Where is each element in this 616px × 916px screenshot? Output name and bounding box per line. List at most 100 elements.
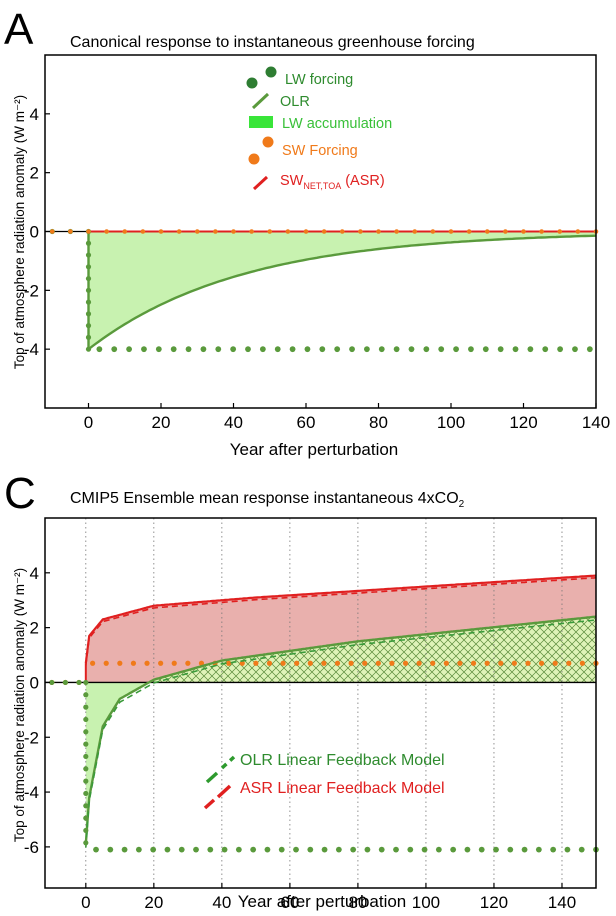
sw-forcing-dot <box>416 660 422 666</box>
sw-forcing-dot <box>376 229 381 234</box>
sw-forcing-dot <box>511 660 517 666</box>
y-tick-label: 2 <box>30 619 39 638</box>
sw-forcing-dot <box>498 660 504 666</box>
lw-forcing-dot <box>393 846 399 853</box>
lw-forcing-dot <box>85 299 92 305</box>
lw-forcing-dot <box>170 346 177 353</box>
legend-lw-forcing-label: LW forcing <box>285 72 353 88</box>
lw-forcing-dot <box>230 346 237 353</box>
sw-forcing-dot <box>122 229 128 234</box>
sw-forcing-dot <box>158 660 164 666</box>
lw-forcing-dot <box>235 846 242 853</box>
lw-forcing-dot <box>150 846 157 853</box>
legend-asr-marker <box>252 175 269 191</box>
panel-c-y-label: Top of atmosphere radiation anomaly (W m… <box>12 568 27 842</box>
lw-forcing-dot <box>278 846 285 853</box>
lw-forcing-dot <box>83 729 89 735</box>
lw-forcing-dot <box>85 240 92 246</box>
lw-forcing-dot <box>435 846 442 853</box>
olr-series-line <box>87 234 597 351</box>
panel-c: 0 20 40 60 80 100 120 140 -6 -4 -2 0 2 4 C CMIP5 Ense… <box>4 469 599 912</box>
sw-forcing-dot <box>521 229 526 234</box>
panel-a-y-label: Top of atmosphere radiation anomaly (W m… <box>12 95 27 369</box>
lw-forcing-dot <box>85 287 92 293</box>
lw-forcing-dot <box>221 846 228 853</box>
lw-forcing-dot <box>83 679 89 686</box>
lw-forcing-dot <box>193 846 199 853</box>
asr-series-line <box>84 574 597 664</box>
legend-lw-accumulation-label: LW accumulation <box>282 116 392 132</box>
lw-forcing-dot <box>85 346 92 352</box>
lw-forcing-dot <box>83 778 89 784</box>
lw-forcing-dot <box>550 846 557 853</box>
sw-forcing-dot <box>334 660 341 666</box>
x-tick-label: 0 <box>81 893 90 912</box>
lw-forcing-dot <box>464 846 471 853</box>
lw-forcing-dot <box>121 846 128 853</box>
lw-forcing-dot <box>107 846 114 853</box>
legend-sw-forcing-label: SW Forcing <box>282 143 358 159</box>
sw-forcing-dot <box>231 229 236 234</box>
lw-forcing-dot <box>96 346 103 353</box>
lw-forcing-dot <box>542 346 549 353</box>
lw-forcing-dot <box>83 753 89 760</box>
sw-forcing-dot <box>579 660 585 666</box>
lw-forcing-dot <box>535 846 542 853</box>
lw-forcing-dot <box>135 846 142 853</box>
lw-forcing-dot <box>408 346 415 353</box>
lw-forcing-dot <box>245 346 251 353</box>
lw-forcing-dot <box>350 846 357 853</box>
lw-forcing-dot <box>482 346 489 353</box>
x-tick-label: 80 <box>369 413 388 432</box>
sw-forcing-dot <box>321 229 327 234</box>
y-tick-label: 4 <box>30 564 39 583</box>
sw-forcing-dot <box>566 660 572 666</box>
lw-forcing-dot <box>85 311 92 317</box>
sw-forcing-dot <box>430 229 436 234</box>
lw-forcing-dot <box>453 346 459 353</box>
sw-forcing-dot <box>402 660 409 666</box>
sw-forcing-dot <box>575 229 581 234</box>
lw-forcing-dot <box>85 323 92 329</box>
sw-forcing-dot <box>557 229 563 234</box>
y-tick-label: 2 <box>30 164 39 183</box>
lw-forcing-dot <box>319 346 326 353</box>
panel-c-title: CMIP5 Ensemble mean response instantaneo… <box>70 490 465 510</box>
lw-forcing-dot <box>83 790 89 797</box>
lw-forcing-dot <box>83 692 89 698</box>
lw-forcing-dot <box>335 846 342 853</box>
sw-forcing-dot <box>86 229 91 234</box>
lw-forcing-dot <box>586 346 593 353</box>
lw-forcing-dot <box>468 346 474 353</box>
lw-forcing-dot <box>407 846 414 853</box>
lw-forcing-dot <box>527 346 534 353</box>
lw-forcing-dot <box>207 846 214 853</box>
lw-forcing-dot <box>364 346 370 353</box>
lw-forcing-dot <box>493 846 499 853</box>
sw-forcing-dot <box>294 660 300 666</box>
panel-a: 0 20 40 60 80 100 120 140 -4 -2 0 2 4 A Canonical re… <box>4 5 610 459</box>
lw-forcing-dot <box>293 846 299 853</box>
sw-forcing-dot <box>103 660 109 666</box>
x-tick-label: 100 <box>437 413 465 432</box>
panel-a-title: Canonical response to instantaneous gree… <box>70 34 475 51</box>
sw-forcing-dot <box>466 229 472 234</box>
lw-forcing-dot <box>438 346 445 353</box>
lw-forcing-dot <box>321 846 328 853</box>
lw-forcing-dot <box>274 346 281 353</box>
sw-forcing-dot <box>117 660 123 666</box>
sw-forcing-dot <box>266 660 273 666</box>
olr-positive-hatched-area <box>147 616 596 684</box>
olr-model-line <box>85 619 597 848</box>
panel-c-letter: C <box>4 469 36 518</box>
legend-lw-accumulation-marker <box>249 116 273 128</box>
x-tick-label: 40 <box>224 413 243 432</box>
x-tick-label: 80 <box>348 893 367 912</box>
panel-a-letter: A <box>4 5 34 54</box>
sw-forcing-dot <box>307 660 313 666</box>
sw-forcing-dot <box>239 660 245 666</box>
sw-forcing-dot <box>303 229 309 234</box>
sw-forcing-dot <box>213 229 218 234</box>
lw-forcing-dot <box>378 346 385 353</box>
